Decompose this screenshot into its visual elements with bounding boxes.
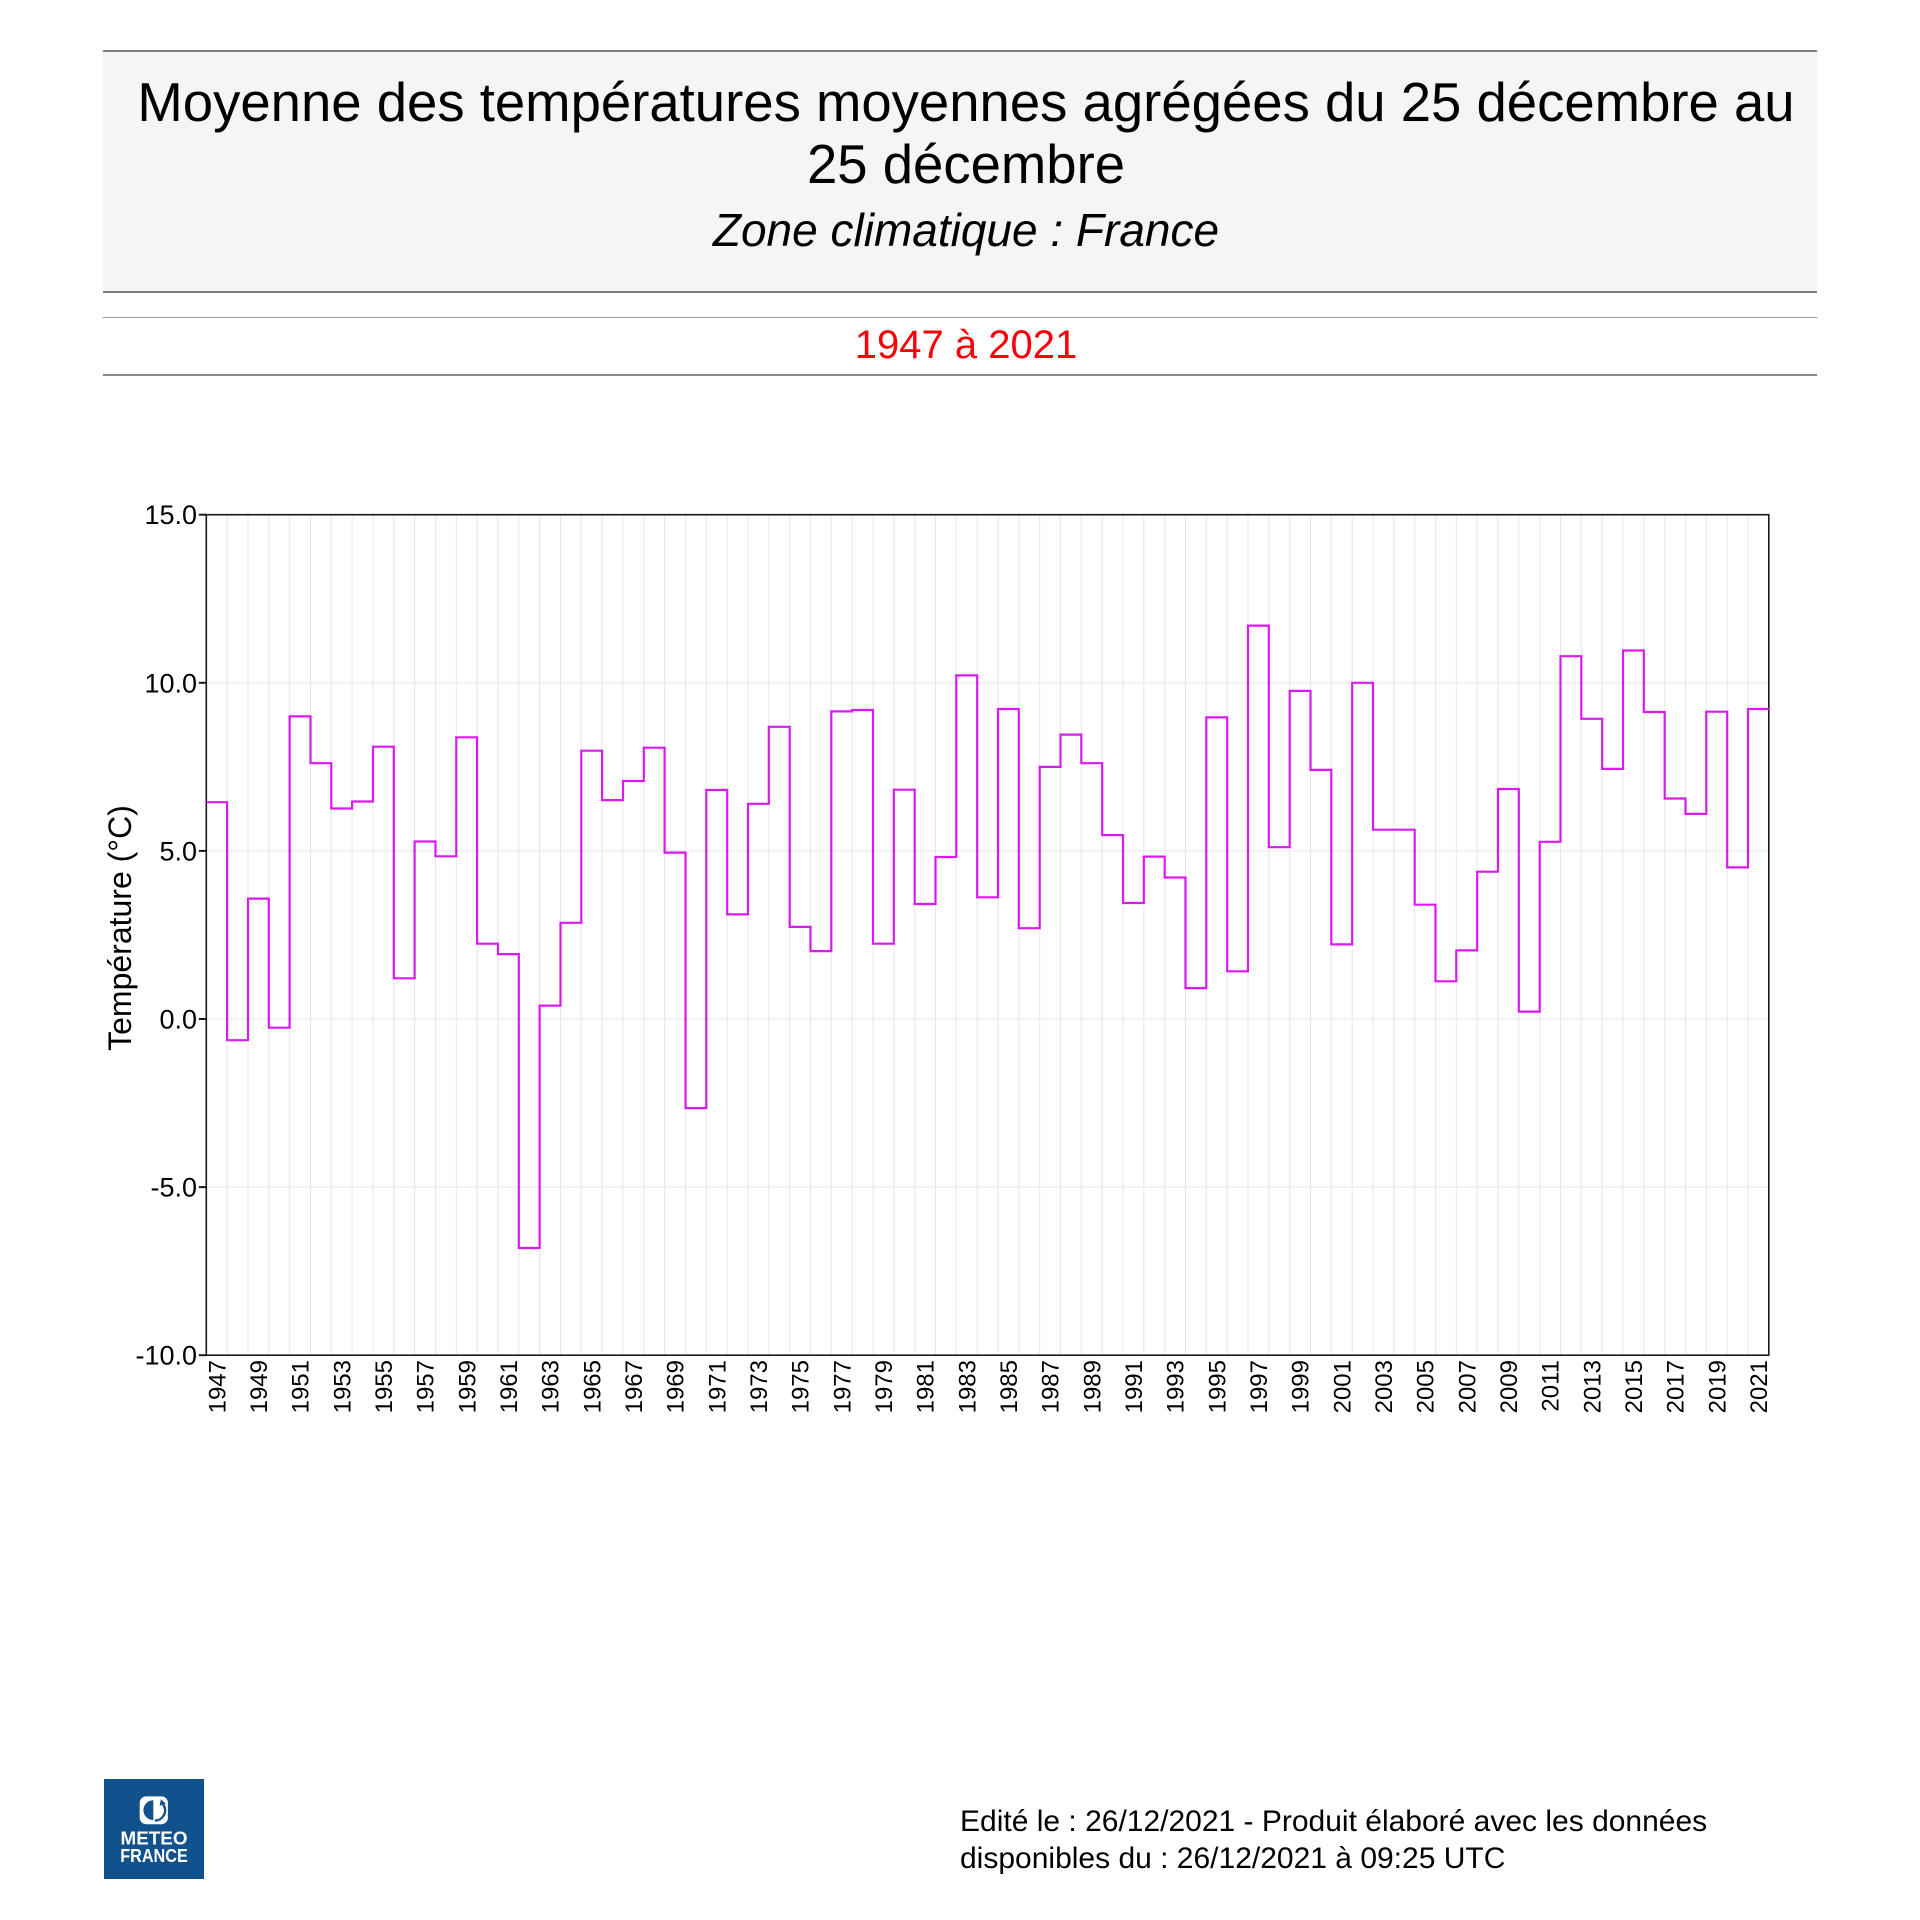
- svg-text:15.0: 15.0: [144, 500, 197, 530]
- svg-text:1949: 1949: [246, 1360, 273, 1413]
- svg-text:1999: 1999: [1288, 1360, 1315, 1413]
- svg-text:1959: 1959: [454, 1360, 481, 1413]
- svg-text:1967: 1967: [621, 1360, 648, 1413]
- svg-text:1995: 1995: [1204, 1360, 1231, 1413]
- svg-text:2019: 2019: [1704, 1360, 1731, 1413]
- svg-text:2009: 2009: [1496, 1360, 1523, 1413]
- svg-text:1977: 1977: [829, 1360, 856, 1413]
- svg-text:FRANCE: FRANCE: [120, 1846, 188, 1866]
- svg-text:2017: 2017: [1663, 1360, 1690, 1413]
- svg-text:1963: 1963: [538, 1360, 565, 1413]
- svg-text:1981: 1981: [913, 1360, 940, 1413]
- svg-text:2007: 2007: [1454, 1360, 1481, 1413]
- svg-text:1993: 1993: [1163, 1360, 1190, 1413]
- svg-text:1983: 1983: [954, 1360, 981, 1413]
- svg-text:1979: 1979: [871, 1360, 898, 1413]
- svg-text:1947: 1947: [204, 1360, 231, 1413]
- svg-text:1991: 1991: [1121, 1360, 1148, 1413]
- svg-text:1985: 1985: [996, 1360, 1023, 1413]
- svg-text:1971: 1971: [704, 1360, 731, 1413]
- svg-text:10.0: 10.0: [144, 668, 197, 698]
- svg-text:1955: 1955: [371, 1360, 398, 1413]
- svg-text:-10.0: -10.0: [135, 1341, 197, 1371]
- svg-text:0.0: 0.0: [159, 1005, 197, 1035]
- svg-text:1987: 1987: [1038, 1360, 1065, 1413]
- svg-text:2021: 2021: [1746, 1360, 1773, 1413]
- svg-text:-5.0: -5.0: [150, 1173, 197, 1203]
- svg-text:1957: 1957: [413, 1360, 440, 1413]
- svg-text:1975: 1975: [788, 1360, 815, 1413]
- svg-text:2001: 2001: [1329, 1360, 1356, 1413]
- svg-text:2005: 2005: [1413, 1360, 1440, 1413]
- svg-text:1973: 1973: [746, 1360, 773, 1413]
- svg-text:5.0: 5.0: [159, 836, 197, 866]
- svg-text:2015: 2015: [1621, 1360, 1648, 1413]
- svg-text:2003: 2003: [1371, 1360, 1398, 1413]
- svg-text:1997: 1997: [1246, 1360, 1273, 1413]
- svg-text:1965: 1965: [579, 1360, 606, 1413]
- svg-text:1989: 1989: [1079, 1360, 1106, 1413]
- svg-text:1961: 1961: [496, 1360, 523, 1413]
- svg-text:1969: 1969: [663, 1360, 690, 1413]
- svg-text:1953: 1953: [329, 1360, 356, 1413]
- svg-text:2011: 2011: [1538, 1360, 1565, 1412]
- svg-text:1951: 1951: [288, 1360, 315, 1413]
- svg-text:2013: 2013: [1579, 1360, 1606, 1413]
- svg-text:METEO: METEO: [121, 1829, 188, 1849]
- svg-text:Température (°C): Température (°C): [102, 805, 138, 1051]
